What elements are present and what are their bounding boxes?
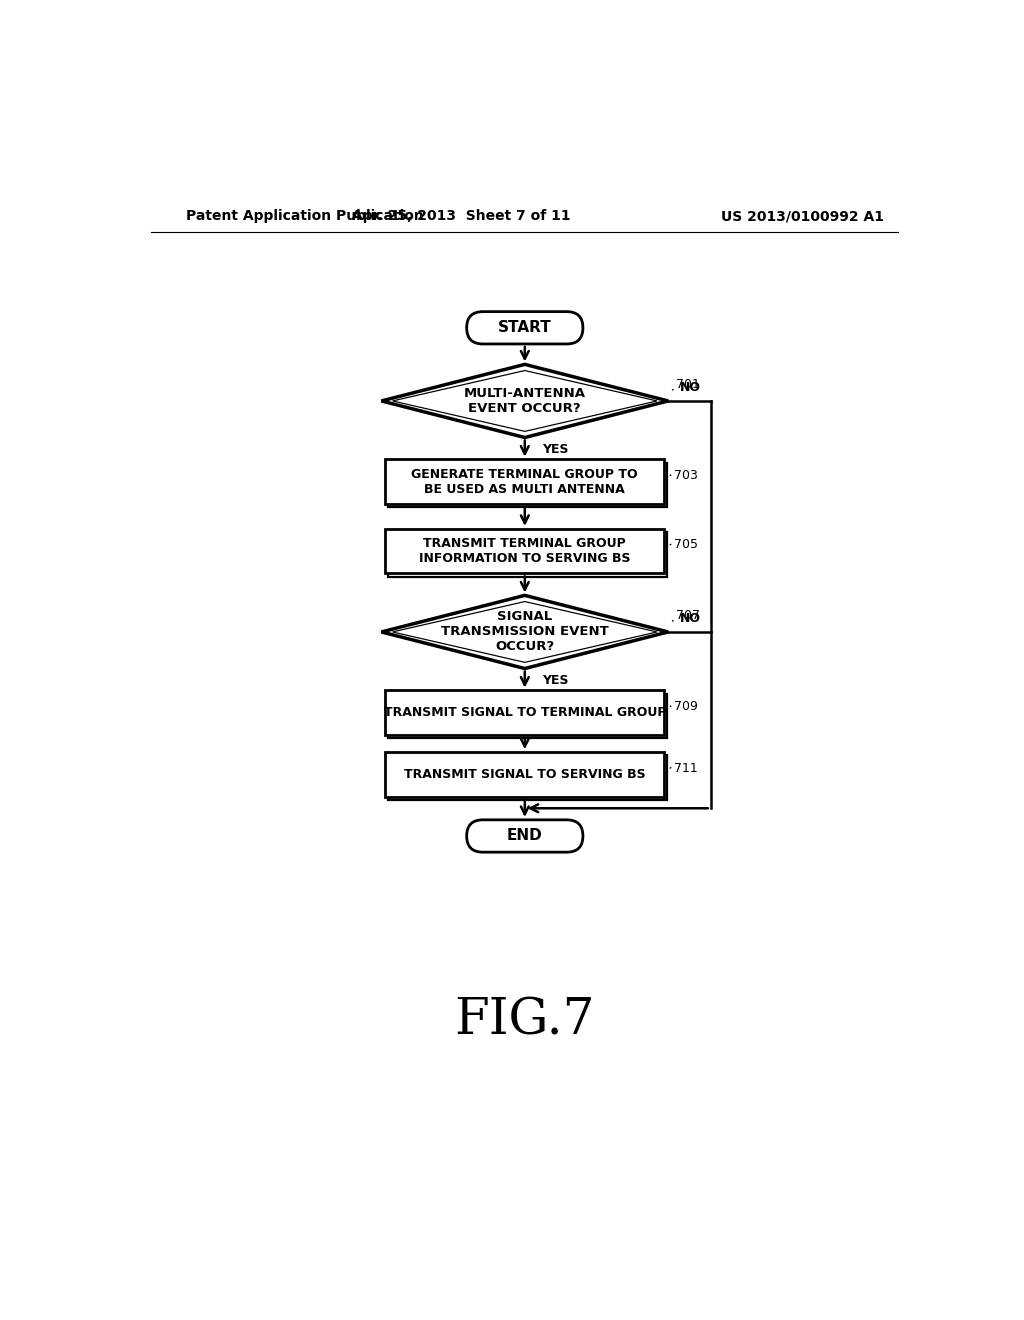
Text: YES: YES <box>542 444 568 457</box>
Text: TRANSMIT TERMINAL GROUP
INFORMATION TO SERVING BS: TRANSMIT TERMINAL GROUP INFORMATION TO S… <box>419 537 631 565</box>
Text: Apr. 25, 2013  Sheet 7 of 11: Apr. 25, 2013 Sheet 7 of 11 <box>352 209 570 223</box>
Bar <box>388 755 668 800</box>
Text: MULTI-ANTENNA
EVENT OCCUR?: MULTI-ANTENNA EVENT OCCUR? <box>464 387 586 414</box>
FancyBboxPatch shape <box>467 312 583 345</box>
Text: US 2013/0100992 A1: US 2013/0100992 A1 <box>721 209 884 223</box>
Polygon shape <box>381 364 669 437</box>
Text: NO: NO <box>680 380 700 393</box>
Text: TRANSMIT SIGNAL TO TERMINAL GROUP: TRANSMIT SIGNAL TO TERMINAL GROUP <box>384 706 666 719</box>
Text: START: START <box>498 321 552 335</box>
Text: 701: 701 <box>676 378 699 391</box>
Bar <box>388 532 668 577</box>
Bar <box>385 690 665 735</box>
Text: 705: 705 <box>674 539 697 552</box>
Text: FIG.7: FIG.7 <box>455 997 595 1045</box>
Text: END: END <box>507 829 543 843</box>
Text: 711: 711 <box>674 762 697 775</box>
Text: 709: 709 <box>674 700 697 713</box>
Polygon shape <box>381 595 669 668</box>
Text: TRANSMIT SIGNAL TO SERVING BS: TRANSMIT SIGNAL TO SERVING BS <box>404 768 645 781</box>
Text: SIGNAL
TRANSMISSION EVENT
OCCUR?: SIGNAL TRANSMISSION EVENT OCCUR? <box>441 610 608 653</box>
Text: 703: 703 <box>674 469 697 482</box>
Bar <box>385 752 665 797</box>
FancyBboxPatch shape <box>467 820 583 853</box>
Bar <box>388 462 668 507</box>
Bar <box>388 693 668 738</box>
Bar <box>385 459 665 504</box>
Text: YES: YES <box>542 675 568 688</box>
Text: GENERATE TERMINAL GROUP TO
BE USED AS MULTI ANTENNA: GENERATE TERMINAL GROUP TO BE USED AS MU… <box>412 467 638 496</box>
Text: 707: 707 <box>676 609 700 622</box>
Text: Patent Application Publication: Patent Application Publication <box>186 209 424 223</box>
Bar <box>385 529 665 573</box>
Text: NO: NO <box>680 611 700 624</box>
